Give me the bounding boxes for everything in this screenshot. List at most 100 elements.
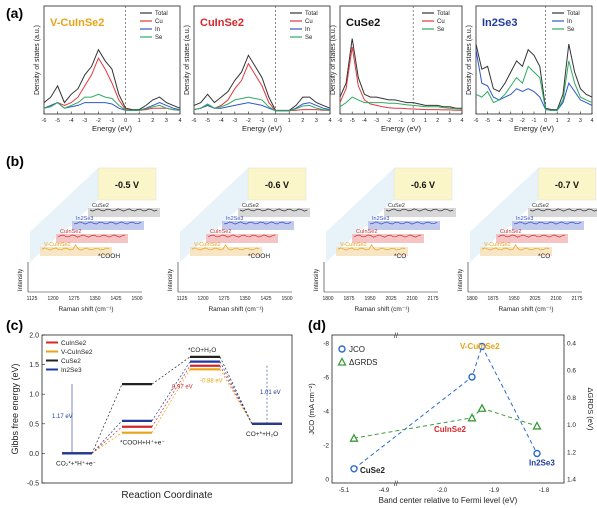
dos-x-tick-label: 2: [151, 118, 154, 124]
legend-entry-total: Total: [437, 11, 450, 17]
raman-x-tick-label: 2100: [550, 296, 561, 302]
state-label: CO+*+H₂O: [246, 431, 278, 438]
raman-panels: -0.5 V CuSe2 In2Se3 CuInSe2 V-CuInSe2 *COOH 11…: [18, 167, 597, 313]
dos-x-tick-label: -2: [96, 118, 101, 124]
dos-x-tick-label: 3: [315, 118, 318, 124]
dos-chart-title: CuSe2: [346, 17, 380, 29]
band-plot-frame: [331, 334, 565, 484]
dos-x-tick-label: -5: [205, 118, 210, 124]
dos-series-total: [339, 38, 462, 109]
raman-spectrum-in2se3: [73, 221, 142, 225]
panel-label-b: (b): [6, 153, 24, 169]
raman-y-axis-label: Intensity: [314, 269, 320, 291]
band-y-tick-label: -8: [323, 341, 329, 348]
gibbs-y-tick-label: 2.0: [29, 333, 39, 340]
legend-entry-in2se3: In2Se3: [61, 367, 82, 374]
gibbs-y-tick-label: 1.0: [29, 392, 39, 399]
raman-x-tick-label: 1500: [281, 296, 292, 302]
panel-label-c: (c): [6, 317, 23, 333]
legend-entry-total: Total: [155, 11, 168, 17]
raman-strip-in2se3: [512, 221, 584, 230]
raman-series-label: CuInSe2: [500, 229, 521, 235]
raman-strip-cuse2: [88, 208, 160, 217]
raman-spectrum-cuse2: [385, 208, 454, 212]
gibbs-annotation: 0.97 eV: [172, 384, 193, 390]
band-x-tick-label: -2.0: [437, 488, 448, 494]
dos-chart-in2se3: -6 -5 -4 -3 -2 -1 0 1 2 3 4 Energy (eV) Density of s…: [466, 5, 594, 133]
jco-point: [533, 449, 541, 458]
raman-x-axis-label: Raman shift (cm⁻¹): [58, 306, 113, 313]
dos-x-tick-label: -1: [260, 118, 265, 124]
raman-y-axis-label: Intensity: [458, 269, 464, 291]
dos-series-in: [475, 49, 593, 111]
band-y-tick-label: -2: [323, 443, 329, 450]
axis-break-mark: //: [394, 333, 398, 340]
legend-entry-v-cuinse2: V-CuInSe2: [61, 349, 93, 356]
band-x-axis-label: Band center relative to Fermi level (eV): [379, 496, 518, 505]
raman-series-label: In2Se3: [76, 216, 93, 222]
raman-series-label: CuSe2: [388, 203, 405, 209]
point-label-in2se3: In2Se3: [529, 459, 555, 468]
dos-x-tick-label: -6: [474, 118, 479, 124]
raman-spectrum-in2se3: [223, 221, 292, 225]
raman-x-tick-label: 1800: [466, 296, 477, 302]
dos-x-axis-label: Energy (eV): [242, 124, 283, 133]
dos-chart-v-cuinse2: -6 -5 -4 -3 -2 -1 0 1 2 3 4 Energy (eV) Density of s…: [34, 5, 182, 133]
jco-trend-line: [353, 345, 538, 470]
raman-strip-cuinse2: [352, 234, 424, 243]
raman-spectrum-cuinse2: [497, 234, 566, 238]
gibbs-y-tick-label: 0.0: [29, 451, 39, 458]
raman-x-tick-label: 1275: [68, 296, 79, 302]
raman-series-label: CuInSe2: [356, 229, 377, 235]
gibbs-x-axis-label: Reaction Coordinate: [121, 490, 213, 501]
dos-series-se: [193, 96, 331, 112]
dos-y-axis-label: Density of states (a.u.): [330, 25, 337, 95]
raman-series-label: CuSe2: [532, 203, 549, 209]
band-x-tick-label: -4.9: [379, 488, 390, 494]
dos-y-axis-label: Density of states (a.u.): [34, 25, 41, 95]
dos-x-tick-label: -5: [55, 118, 60, 124]
dos-x-tick-label: -4: [69, 118, 74, 124]
gibbs-free-energy-panel: -0.5 0.0 0.5 1.0 1.5 2.0 Gibbs free energy (eV…: [10, 333, 293, 501]
raman-x-tick-label: 1200: [47, 296, 58, 302]
legend-entry-in: In: [567, 19, 572, 25]
band-y2-tick-label: 0.6: [567, 368, 576, 375]
band-y2-tick-label: 0.4: [567, 341, 576, 348]
dos-x-tick-label: 4: [590, 118, 593, 124]
dos-y-axis-label: Density of states (a.u.): [466, 25, 473, 95]
dos-x-tick-label: 1: [138, 118, 141, 124]
energy-connector-v-cuinse2: [219, 369, 253, 424]
band-y2-axis-label: ΔGRDS (eV): [586, 388, 595, 431]
dos-x-tick-label: -3: [232, 118, 237, 124]
legend-entry-in: In: [305, 27, 310, 33]
dos-x-tick-label: 1: [424, 118, 427, 124]
axis-break-mark: //: [394, 481, 398, 488]
raman-x-tick-label: 1350: [89, 296, 100, 302]
state-label: *CO+H₂O: [188, 347, 216, 354]
raman-spectrum-v-cuinse2: [337, 244, 406, 251]
dos-x-tick-label: 1: [288, 118, 291, 124]
legend-entry-se: Se: [305, 35, 313, 41]
dos-series-total: [475, 43, 593, 111]
band-y2-tick-label: 1.2: [567, 449, 576, 456]
dos-x-tick-label: -3: [82, 118, 87, 124]
gibbs-annotation: -0.88 eV: [200, 378, 223, 384]
band-y-tick-label: -6: [323, 375, 329, 382]
gibbs-y-tick-label: 1.5: [29, 362, 39, 369]
jco-point: [478, 342, 486, 351]
raman-strip-cuse2: [238, 208, 310, 217]
energy-connector-cuinse2: [91, 426, 123, 454]
energy-connector-v-cuinse2: [91, 432, 123, 454]
dos-chart-cuinse2: -6 -5 -4 -3 -2 -1 0 1 2 3 4 Energy (eV) Density of s…: [184, 5, 332, 133]
raman-series-label: CuSe2: [92, 203, 109, 209]
dos-series-cu: [339, 46, 462, 111]
energy-connector-cuinse2: [219, 365, 253, 424]
dos-x-tick-label: 0: [412, 118, 415, 124]
raman-strip-cuse2: [528, 208, 597, 217]
band-x-tick-label: -1.9: [489, 488, 500, 494]
gibbs-annotation: 1.01 eV: [260, 390, 281, 396]
raman-spectrum-in2se3: [513, 221, 582, 225]
raman-x-axis-label: Raman shift (cm⁻¹): [498, 306, 553, 313]
raman-spectrum-cuse2: [529, 208, 597, 212]
